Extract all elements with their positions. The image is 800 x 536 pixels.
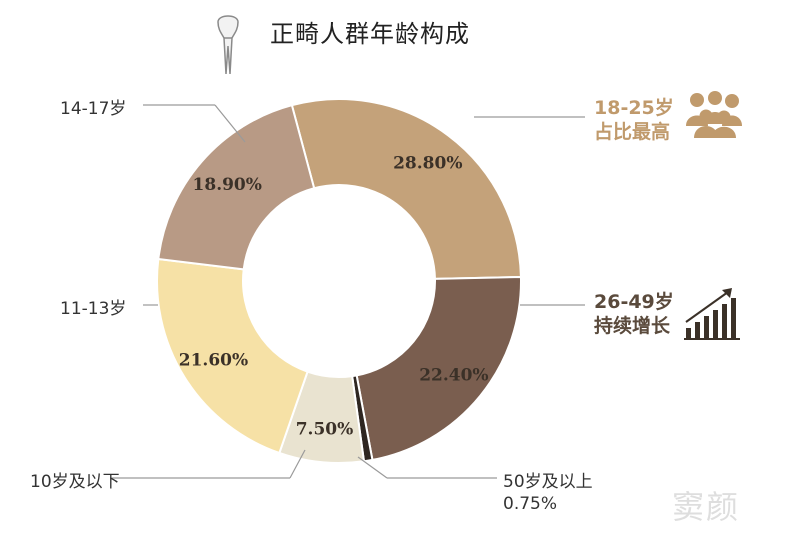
slice-value-s14_17: 18.90% [193,175,262,195]
leader-line-10-diag [289,449,306,479]
highlight-18-25-note: 占比最高 [594,121,671,143]
tooth-icon [217,15,239,75]
label-10-below: 10岁及以下 [30,472,120,492]
slice-value-s11_13: 21.60% [179,350,248,370]
slice-value-labels: 28.80% 22.40% 7.50% 21.60% 18.90% [179,154,489,440]
highlight-26-49-range: 26-49岁 [594,291,674,313]
slice-s18_25 [290,98,522,280]
leader-line-50 [357,456,388,479]
slice-value-s26_49: 22.40% [419,365,488,385]
label-50-above: 50岁及以上 [503,472,593,492]
chart-title: 正畸人群年龄构成 [270,20,470,48]
slice-value-s18_25: 28.80% [393,154,462,174]
label-14-17: 14-17岁 [60,99,127,119]
label-50-above-value: 0.75% [503,494,558,514]
people-group-icon [686,91,742,138]
leader-lines [110,104,585,479]
leader-line-14-17-diag [214,104,246,143]
label-11-13: 11-13岁 [60,299,127,319]
slice-s11_13 [156,257,309,455]
donut-slices [156,98,522,464]
slice-s26_49 [355,275,522,462]
growth-bars-icon [684,288,740,340]
slice-value-s10: 7.50% [296,419,354,439]
highlight-18-25-range: 18-25岁 [594,97,674,119]
watermark: 窦颜 [672,488,741,526]
slice-s14_17 [157,103,316,271]
highlight-26-49-note: 持续增长 [594,315,671,337]
